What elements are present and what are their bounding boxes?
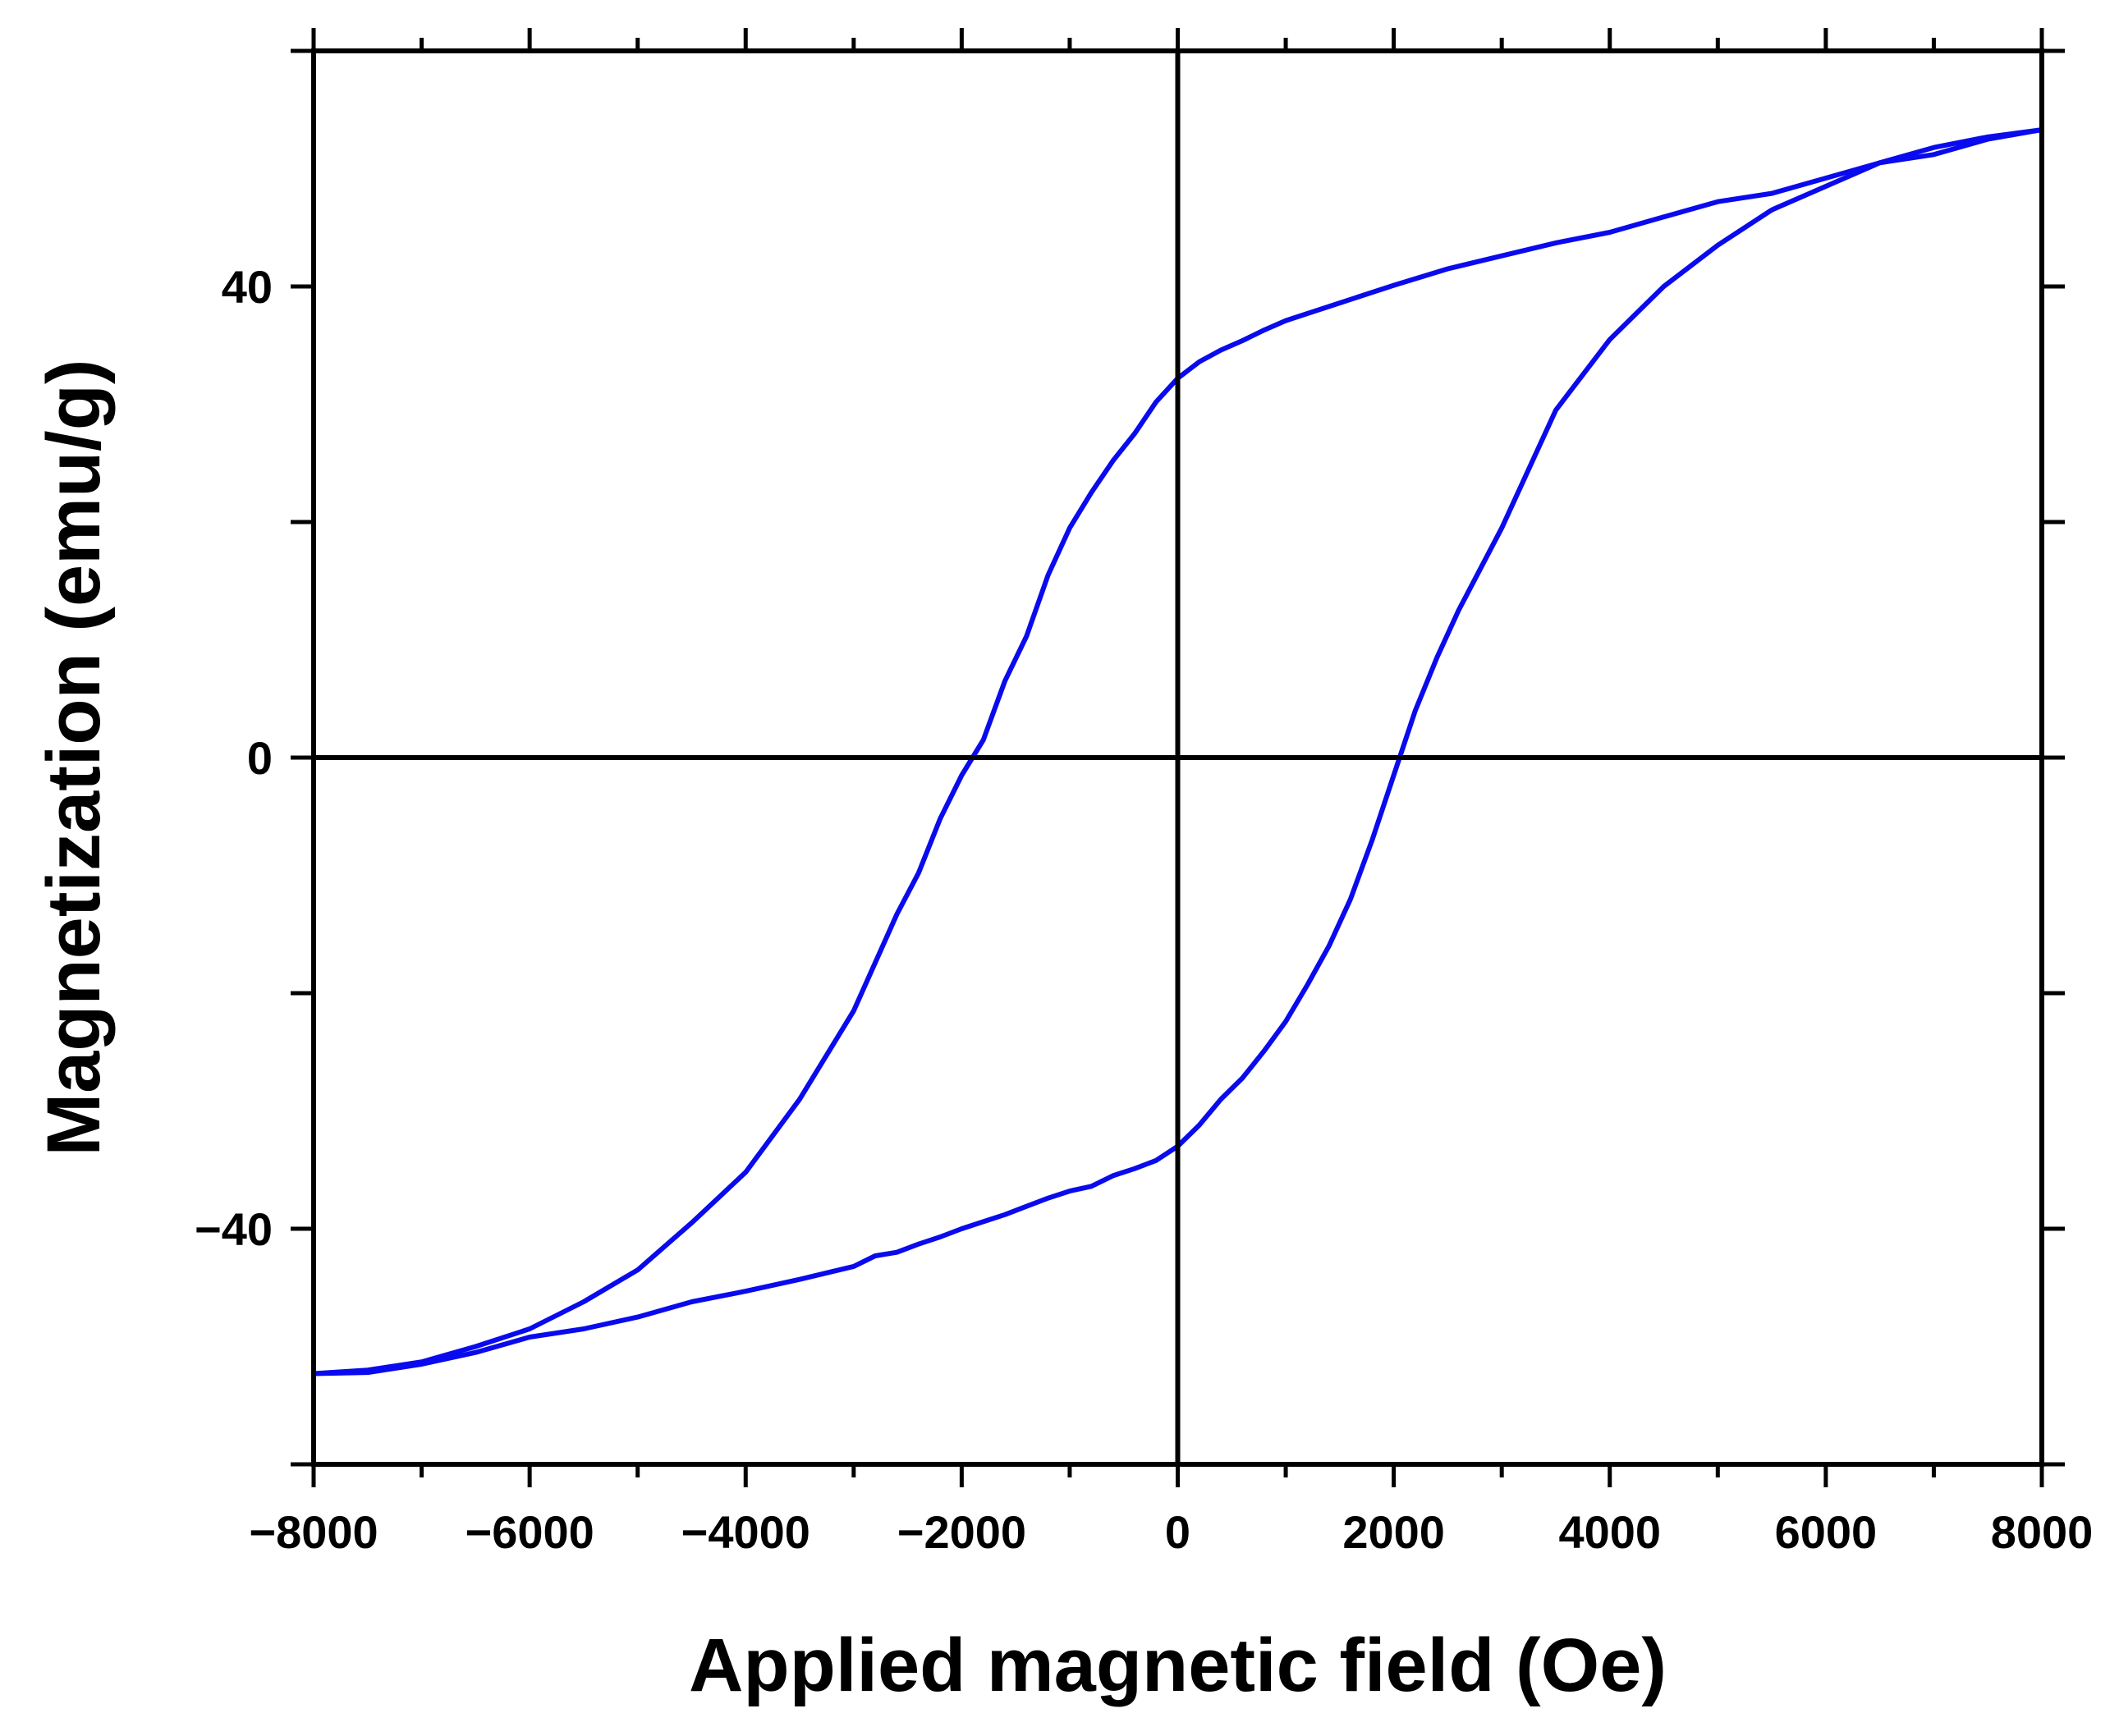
x-tick-label: 8000	[1991, 1506, 2094, 1558]
x-tick-label: −8000	[249, 1506, 378, 1558]
x-tick-label: −4000	[681, 1506, 810, 1558]
x-tick-label: −6000	[465, 1506, 594, 1558]
x-tick-label: 0	[1165, 1506, 1190, 1558]
x-axis-title: Applied magnetic field (Oe)	[689, 1624, 1667, 1707]
x-tick-label: 4000	[1558, 1506, 1661, 1558]
zero-lines-group	[314, 51, 2042, 1464]
ticks-group	[291, 28, 2065, 1487]
series-line-descending	[311, 127, 2044, 1376]
x-tick-label: 2000	[1342, 1506, 1445, 1558]
x-tick-label: −2000	[897, 1506, 1026, 1558]
series-line-ascending	[311, 127, 2044, 1376]
y-tick-label: 40	[222, 261, 273, 313]
x-tick-label: 6000	[1775, 1506, 1878, 1558]
y-tick-label: 0	[247, 732, 273, 784]
y-axis-title: Magnetization (emu/g)	[32, 359, 116, 1156]
y-tick-label: −40	[195, 1203, 273, 1255]
tick-labels-group: −8000 −6000 −4000 −2000 0 2000 4000 6000 8000 −40…	[195, 261, 2093, 1558]
data-series-group	[311, 127, 2044, 1376]
